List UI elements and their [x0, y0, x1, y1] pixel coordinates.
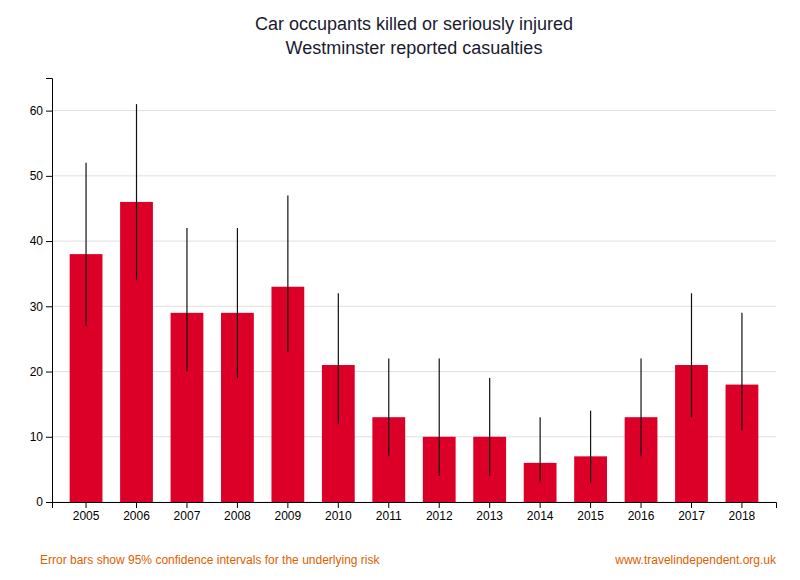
x-tick-label: 2009 [275, 509, 302, 523]
x-tick: 2010 [325, 502, 352, 523]
x-tick: 2012 [426, 502, 453, 523]
y-tick: 10 [30, 430, 52, 444]
error-bar [287, 195, 288, 352]
plot-area: 0 10 20 30 40 50 60 2005 2006 2007 2008 2009 2010 201… [30, 79, 777, 523]
error-bar [590, 411, 591, 483]
grid-line [52, 371, 776, 372]
y-tick-label: 40 [30, 234, 44, 248]
x-tick-mark [489, 502, 490, 508]
x-tick-label: 2012 [426, 509, 453, 523]
x-tick: 2017 [678, 502, 705, 523]
x-tick-mark [388, 502, 389, 508]
x-tick-mark [741, 502, 742, 508]
x-tick-label: 2016 [628, 509, 655, 523]
grid-line [52, 436, 776, 437]
y-tick: 50 [30, 169, 52, 183]
bars [70, 202, 759, 502]
error-bar [439, 358, 440, 475]
x-tick-mark [439, 502, 440, 508]
x-tick: 2011 [376, 502, 402, 523]
x-tick-label: 2015 [577, 509, 604, 523]
y-tick: 40 [30, 234, 52, 248]
x-tick: 2008 [224, 502, 251, 523]
x-tick-label: 2011 [376, 509, 402, 523]
x-tick-mark [136, 502, 137, 508]
x-tick-mark [338, 502, 339, 508]
x-tick-label: 2005 [73, 509, 100, 523]
x-tick: 2007 [174, 502, 201, 523]
y-tick-mark [46, 437, 52, 438]
y-tick-mark [46, 176, 52, 177]
x-tick-mark [86, 502, 87, 508]
error-bar [85, 163, 86, 326]
x-tick-mark [540, 502, 541, 508]
x-tick: 2014 [527, 502, 554, 523]
chart-container: 0 10 20 30 40 50 60 2005 2006 2007 2008 2009 2010 201… [0, 0, 800, 580]
footer-annotation: www.travelindependent.org.uk [614, 553, 777, 567]
grid [52, 111, 776, 502]
error-bar [640, 358, 641, 456]
x-tick-label: 2007 [174, 509, 201, 523]
error-bars [86, 104, 742, 482]
x-tick: 2013 [476, 502, 503, 523]
x-axis: 2005 2006 2007 2008 2009 2010 2011 2012 2013 2014… [53, 502, 777, 523]
y-tick-label: 30 [30, 300, 44, 314]
x-tick-mark [237, 502, 238, 508]
grid-line [52, 241, 776, 242]
x-tick-label: 2006 [123, 509, 150, 523]
x-tick-mark [590, 502, 591, 508]
x-tick: 2005 [73, 502, 100, 523]
x-tick: 2018 [729, 502, 756, 523]
y-tick: 30 [30, 300, 52, 314]
x-tick-mark [641, 502, 642, 508]
y-tick: 60 [30, 104, 52, 118]
x-tick-mark [691, 502, 692, 508]
x-tick-label: 2014 [527, 509, 554, 523]
error-bar [540, 417, 541, 482]
error-bar [338, 293, 339, 423]
y-tick-mark [46, 502, 52, 503]
x-tick: 2015 [577, 502, 604, 523]
x-axis-line [53, 503, 777, 509]
x-tick-label: 2018 [729, 509, 756, 523]
y-tick: 20 [30, 365, 52, 379]
x-tick: 2016 [628, 502, 655, 523]
grid-line [52, 175, 776, 176]
y-tick-label: 10 [30, 430, 44, 444]
x-tick-label: 2017 [678, 509, 705, 523]
subtitle: Westminster reported casualties [286, 38, 543, 58]
footer-annotation: Error bars show 95% confidence intervals… [40, 553, 380, 567]
y-tick-mark [46, 241, 52, 242]
y-axis-line [46, 79, 53, 503]
y-tick-mark [46, 306, 52, 307]
grid-line [52, 306, 776, 307]
x-tick: 2009 [275, 502, 302, 523]
error-bar [186, 228, 187, 372]
x-tick-label: 2013 [476, 509, 503, 523]
y-tick-label: 20 [30, 365, 44, 379]
error-bar [388, 358, 389, 456]
error-bar [136, 104, 137, 280]
y-tick-label: 50 [30, 169, 44, 183]
chart-svg: 0 10 20 30 40 50 60 2005 2006 2007 2008 2009 2010 201… [0, 0, 800, 580]
marks [70, 104, 759, 502]
x-tick-mark [287, 502, 288, 508]
x-tick-mark [186, 502, 187, 508]
x-tick-label: 2008 [224, 509, 251, 523]
y-tick: 0 [36, 495, 52, 509]
y-tick-mark [46, 372, 52, 373]
y-axis: 0 10 20 30 40 50 60 [30, 79, 53, 510]
y-tick-mark [46, 111, 52, 112]
y-tick-label: 60 [30, 104, 44, 118]
error-bar [489, 378, 490, 476]
title: Car occupants killed or seriously injure… [255, 14, 573, 34]
grid-line [52, 110, 776, 111]
error-bar [741, 313, 742, 430]
error-bar [691, 293, 692, 417]
x-tick-label: 2010 [325, 509, 352, 523]
error-bar [237, 228, 238, 378]
x-tick: 2006 [123, 502, 150, 523]
y-tick-label: 0 [36, 495, 43, 509]
